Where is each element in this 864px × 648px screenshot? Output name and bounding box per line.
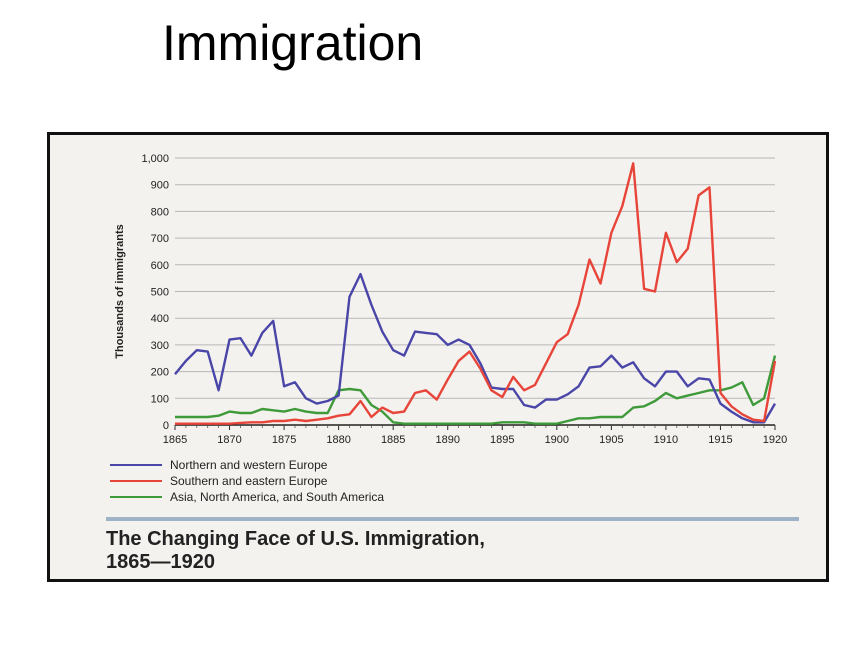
- caption-line-2: 1865—1920: [106, 551, 215, 573]
- y-tick-label: 900: [151, 180, 169, 192]
- x-tick-label: 1915: [708, 434, 732, 446]
- slide-title: Immigration: [162, 15, 424, 71]
- y-tick-label: 600: [151, 260, 169, 272]
- y-axis-label: Thousands of immigrants: [114, 224, 126, 358]
- y-tick-label: 400: [151, 313, 169, 325]
- series-line-2: [175, 355, 777, 425]
- x-tick-label: 1900: [545, 434, 569, 446]
- y-tick-label: 500: [151, 287, 169, 299]
- legend-label-2: Asia, North America, and South America: [170, 490, 384, 504]
- legend-label-1: Southern and eastern Europe: [170, 474, 328, 488]
- caption-rule: [106, 517, 799, 521]
- y-tick-label: 200: [151, 367, 169, 379]
- y-tick-label: 800: [151, 206, 169, 218]
- line-chart: 0 100 200 300 400 500 600 700 800 900 1,000 1865 187…: [110, 153, 787, 504]
- y-tick-label: 1,000: [141, 153, 169, 165]
- chart-caption: The Changing Face of U.S. Immigration, 1…: [106, 528, 485, 574]
- series-line-1: [175, 162, 777, 425]
- chart-figure: 0 100 200 300 400 500 600 700 800 900 1,000 1865 187…: [47, 132, 829, 582]
- x-tick-label: 1890: [435, 434, 459, 446]
- x-tick-label: 1905: [599, 434, 623, 446]
- x-tick-label: 1895: [490, 434, 514, 446]
- x-tick-label: 1885: [381, 434, 405, 446]
- y-tick-label: 100: [151, 393, 169, 405]
- series-line-0: [174, 272, 777, 424]
- y-tick-label: 0: [163, 420, 169, 432]
- x-tick-label: 1880: [326, 434, 350, 446]
- x-tick-label: 1865: [163, 434, 187, 446]
- y-tick-label: 300: [151, 340, 169, 352]
- legend-label-0: Northern and western Europe: [170, 458, 328, 472]
- y-tick-label: 700: [151, 233, 169, 245]
- caption-line-1: The Changing Face of U.S. Immigration,: [106, 528, 485, 550]
- x-tick-label: 1920: [763, 434, 787, 446]
- x-tick-label: 1910: [654, 434, 678, 446]
- x-tick-label: 1875: [272, 434, 296, 446]
- x-tick-label: 1870: [217, 434, 241, 446]
